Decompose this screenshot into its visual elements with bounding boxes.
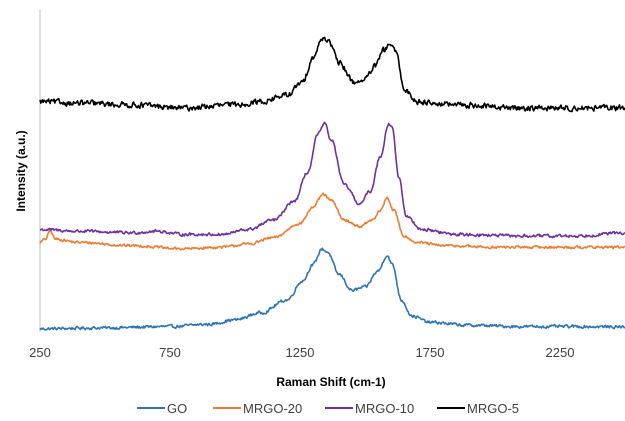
x-tick-label: 1250 [286, 345, 315, 360]
x-tick-label: 1750 [416, 345, 445, 360]
series-line-go [39, 247, 625, 331]
series-layer [39, 36, 625, 331]
x-tick-label: 750 [159, 345, 181, 360]
legend-entry-go: GO [137, 401, 187, 416]
series-line-mrgo-20 [39, 192, 625, 251]
series-line-mrgo-10 [39, 121, 625, 239]
x-tick-labels: 250 750 1250 1750 2250 [29, 345, 574, 360]
legend-entry-mrgo-5: MRGO-5 [437, 401, 519, 416]
legend-entry-mrgo-20: MRGO-20 [213, 401, 302, 416]
y-axis-title: Intensity (a.u.) [14, 130, 28, 211]
legend-label: GO [167, 401, 187, 416]
legend-label: MRGO-20 [243, 401, 302, 416]
series-line-mrgo-5 [39, 36, 625, 113]
legend: GO MRGO-20 MRGO-10 MRGO-5 [137, 401, 519, 416]
legend-label: MRGO-10 [355, 401, 414, 416]
x-tick-label: 250 [29, 345, 51, 360]
legend-entry-mrgo-10: MRGO-10 [325, 401, 414, 416]
x-tick-label: 2250 [546, 345, 575, 360]
x-axis-title: Raman Shift (cm-1) [276, 375, 385, 389]
legend-label: MRGO-5 [467, 401, 519, 416]
